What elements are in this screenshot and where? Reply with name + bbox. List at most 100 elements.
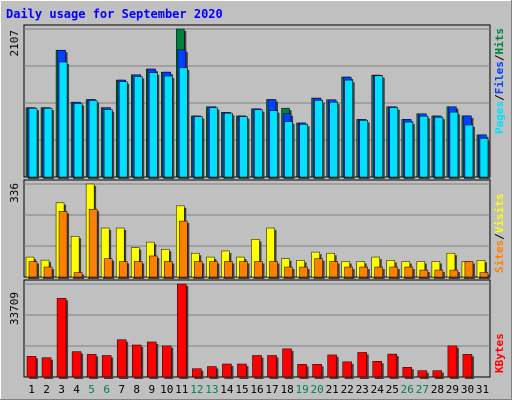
kbytes-bar xyxy=(312,364,322,378)
kbytes-bar xyxy=(41,357,52,378)
day-label: 1 xyxy=(28,383,35,396)
pages-bar xyxy=(88,100,98,178)
day-label: 12 xyxy=(190,383,203,396)
day-label: 20 xyxy=(310,383,323,396)
sites-bar xyxy=(58,211,68,278)
pages-bar xyxy=(314,100,323,178)
sites-bar xyxy=(149,255,158,278)
legend-visits-sites: Sites/Visits xyxy=(493,194,506,274)
day-label: 24 xyxy=(371,383,385,396)
kbytes-bar xyxy=(387,353,398,378)
max-label-hits: 2107 xyxy=(8,30,21,57)
sites-bar xyxy=(164,261,173,278)
kbytes-bar xyxy=(101,355,112,378)
pages-bar xyxy=(164,75,173,178)
kbytes-bar xyxy=(26,356,37,378)
legend-sep-3: / xyxy=(493,233,506,240)
kbytes-bar xyxy=(116,339,127,378)
legend-visits: Visits xyxy=(493,194,506,234)
pages-bar xyxy=(464,124,474,178)
sites-bar xyxy=(389,266,399,278)
sites-bar xyxy=(449,269,459,278)
day-label: 30 xyxy=(461,383,474,396)
pages-bar xyxy=(224,112,233,178)
day-label: 10 xyxy=(160,383,173,396)
pages-bar xyxy=(389,107,399,178)
chart-title: Daily usage for September 2020 xyxy=(6,7,223,21)
pages-bar xyxy=(404,121,414,178)
sites-bar xyxy=(118,261,128,278)
pages-bar xyxy=(133,76,143,178)
legend-hits: Hits xyxy=(493,28,506,55)
legend-hits-files-pages: Pages/Files/Hits xyxy=(493,28,506,134)
kbytes-bar xyxy=(327,354,337,378)
kbytes-bar xyxy=(147,341,157,378)
kbytes-bar xyxy=(192,368,202,378)
day-label: 23 xyxy=(356,383,369,396)
day-label: 21 xyxy=(326,383,339,396)
sites-bar xyxy=(179,220,188,278)
legend-sites: Sites xyxy=(493,240,506,273)
bars-visits-sites xyxy=(25,183,490,279)
pages-bar xyxy=(103,109,113,178)
sites-bar xyxy=(284,266,293,278)
day-label: 3 xyxy=(58,383,65,396)
day-label: 18 xyxy=(280,383,293,396)
pages-bar xyxy=(28,108,38,178)
pages-bar xyxy=(43,108,53,178)
pages-bar xyxy=(449,111,459,178)
pages-bar xyxy=(284,121,293,178)
kbytes-bar xyxy=(357,352,367,378)
kbytes-bar xyxy=(462,354,473,378)
pages-bar xyxy=(209,107,218,178)
sites-bar xyxy=(299,266,308,278)
day-label: 9 xyxy=(148,383,155,396)
pages-bar xyxy=(118,81,128,178)
legend-files: Files xyxy=(493,61,506,94)
sites-bar xyxy=(73,272,83,278)
kbytes-bar xyxy=(432,370,443,378)
kbytes-bar xyxy=(131,344,142,378)
day-label: 27 xyxy=(416,383,429,396)
sites-bar xyxy=(88,208,98,278)
visits-bar xyxy=(70,236,80,278)
pages-bar xyxy=(239,116,248,178)
max-label-kbytes: 33709 xyxy=(8,292,21,325)
pages-bar xyxy=(269,110,278,178)
pages-bar xyxy=(194,116,203,178)
day-label: 29 xyxy=(446,383,459,396)
day-label: 14 xyxy=(220,383,234,396)
day-label: 11 xyxy=(175,383,188,396)
kbytes-bar xyxy=(207,366,217,378)
pages-bar xyxy=(479,138,489,178)
day-label: 15 xyxy=(235,383,248,396)
pages-bar xyxy=(254,109,263,178)
sites-bar xyxy=(239,261,248,278)
pages-bar xyxy=(434,116,444,178)
kbytes-bar xyxy=(237,363,247,378)
pages-bar xyxy=(149,72,158,178)
kbytes-bar xyxy=(86,354,97,378)
kbytes-bar xyxy=(372,361,382,378)
day-label: 5 xyxy=(88,383,95,396)
bars-hits-files-pages xyxy=(25,28,490,179)
sites-bar xyxy=(419,269,429,278)
kbytes-bar xyxy=(342,361,352,378)
sites-bar xyxy=(224,261,233,278)
day-label: 6 xyxy=(103,383,110,396)
day-label: 16 xyxy=(250,383,263,396)
max-label-visits: 336 xyxy=(8,183,21,203)
kbytes-bar xyxy=(177,283,187,378)
kbytes-bar xyxy=(447,345,458,378)
kbytes-bar xyxy=(417,370,428,378)
sites-bar xyxy=(103,258,113,278)
pages-bar xyxy=(73,103,83,178)
kbytes-bar xyxy=(71,351,82,378)
sites-bar xyxy=(314,258,323,278)
day-label: 22 xyxy=(341,383,354,396)
pages-bar xyxy=(179,67,188,178)
legend-kbytes: KBytes xyxy=(493,333,506,373)
sites-bar xyxy=(269,261,278,278)
sites-bar xyxy=(404,266,414,278)
